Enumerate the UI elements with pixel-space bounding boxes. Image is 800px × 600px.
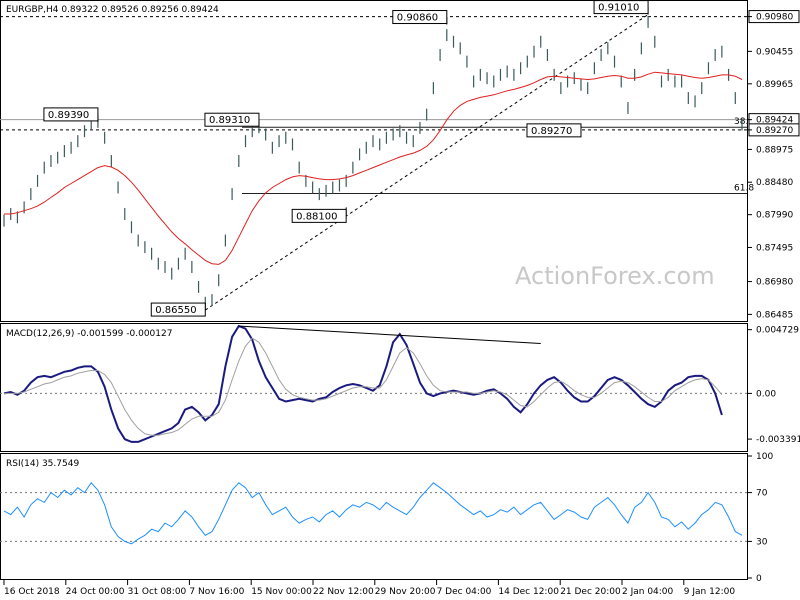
macd-label: MACD(12,26,9) -0.001599 -0.000127 bbox=[6, 329, 172, 339]
price-tick-label: 0.89424 bbox=[756, 116, 793, 126]
annotation-label: 0.91010 bbox=[598, 3, 639, 14]
price-panel-frame bbox=[0, 0, 748, 322]
annotation-box bbox=[150, 302, 206, 317]
x-tick-label: 14 Dec 12:00 bbox=[498, 587, 559, 597]
macd-layer bbox=[0, 324, 747, 443]
fib-level-label: 61.8 bbox=[734, 183, 754, 193]
annotation-label: 0.88100 bbox=[296, 211, 337, 222]
rsi-panel-frame bbox=[0, 453, 748, 580]
price-tick-label: 0.88480 bbox=[756, 178, 793, 188]
rsi-tick-label: 70 bbox=[756, 489, 768, 499]
x-tick-label: 16 Oct 2018 bbox=[4, 587, 60, 597]
macd-tick-label: -0.003391 bbox=[756, 435, 800, 445]
macd-tick-label: 0.004729 bbox=[756, 326, 799, 336]
x-tick-label: 31 Oct 08:00 bbox=[128, 587, 187, 597]
price-tick-label: 0.87495 bbox=[756, 243, 793, 253]
rsi-tick-label: 30 bbox=[756, 537, 768, 547]
rsi-tick-label: 100 bbox=[756, 452, 773, 462]
annotation-label: 0.89270 bbox=[531, 126, 572, 137]
moving-average-line bbox=[4, 71, 743, 265]
rsi-tick-label: 0 bbox=[756, 574, 762, 584]
price-tick-label: 0.86485 bbox=[756, 310, 793, 320]
fib-level-label: 38.2 bbox=[734, 117, 754, 127]
price-tick-label: 0.90980 bbox=[756, 13, 793, 23]
annotation-box bbox=[43, 107, 99, 122]
x-tick-label: 2 Jan 04:00 bbox=[622, 587, 674, 597]
price-layer: 61.8 38.2 0.89390 0.89310 0.88100 0.86550 0.90… bbox=[0, 0, 754, 317]
axis-layer: 0.909800.904550.899650.894240.892700.889… bbox=[3, 10, 800, 597]
x-tick-label: 22 Nov 12:00 bbox=[313, 587, 374, 597]
x-tick-label: 9 Jan 12:00 bbox=[684, 587, 736, 597]
annotation-box bbox=[392, 10, 448, 25]
x-tick-label: 21 Dec 20:00 bbox=[560, 587, 621, 597]
annotation-label: 0.89310 bbox=[209, 115, 250, 126]
annotation-label: 0.89390 bbox=[48, 110, 89, 121]
macd-signal-line bbox=[4, 337, 723, 436]
price-tick-label: 0.89965 bbox=[756, 80, 793, 90]
x-tick-label: 24 Oct 00:00 bbox=[66, 587, 125, 597]
rsi-label: RSI(14) 35.7549 bbox=[6, 459, 79, 469]
price-tick-label: 0.88975 bbox=[756, 145, 793, 155]
rsi-layer bbox=[0, 481, 747, 545]
trendline-dashed bbox=[204, 14, 649, 311]
annotation-label: 0.90860 bbox=[397, 13, 438, 24]
annotation-box bbox=[291, 208, 347, 223]
x-tick-label: 7 Nov 16:00 bbox=[189, 587, 244, 597]
watermark: ActionForex.com bbox=[515, 262, 715, 290]
macd-tick-label: 0.00 bbox=[756, 389, 776, 399]
x-tick-label: 7 Dec 04:00 bbox=[437, 587, 492, 597]
price-tick-label: 0.89270 bbox=[756, 126, 793, 136]
price-tick-label: 0.86980 bbox=[756, 278, 793, 288]
price-tick-label: 0.90455 bbox=[756, 47, 793, 57]
annotation-box bbox=[593, 0, 649, 15]
annotation-label: 0.86550 bbox=[155, 305, 196, 316]
annotation-box bbox=[204, 112, 260, 127]
x-tick-label: 15 Nov 00:00 bbox=[251, 587, 312, 597]
x-tick-label: 29 Nov 20:00 bbox=[375, 587, 436, 597]
price-tick-label: 0.87990 bbox=[756, 211, 793, 221]
macd-trendline bbox=[238, 325, 541, 345]
chart-title: EURGBP,H4 0.89322 0.89526 0.89256 0.8942… bbox=[6, 5, 219, 15]
rsi-line bbox=[3, 481, 743, 545]
annotation-box bbox=[526, 123, 582, 138]
